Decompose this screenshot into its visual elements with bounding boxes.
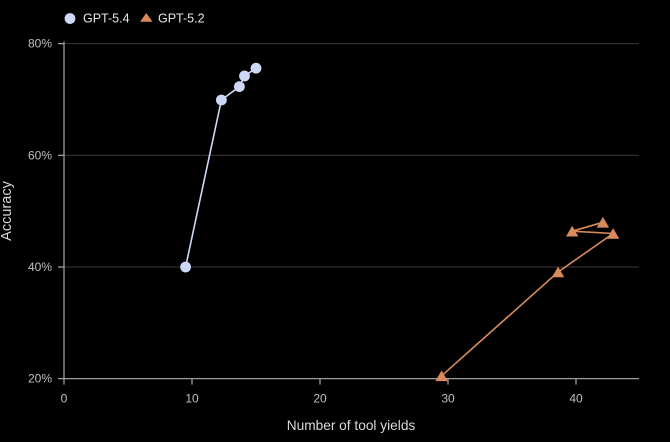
svg-text:GPT-5.2: GPT-5.2	[158, 12, 205, 26]
svg-text:60%: 60%	[28, 148, 52, 162]
svg-text:40%: 40%	[28, 260, 52, 274]
svg-text:40: 40	[569, 392, 583, 406]
svg-text:Accuracy: Accuracy	[0, 180, 15, 240]
svg-text:20%: 20%	[28, 372, 52, 386]
svg-text:10: 10	[185, 392, 199, 406]
svg-text:GPT-5.4: GPT-5.4	[83, 12, 130, 26]
svg-text:30: 30	[441, 392, 455, 406]
svg-text:Number of tool yields: Number of tool yields	[287, 418, 416, 433]
svg-text:0: 0	[61, 392, 68, 406]
svg-text:20: 20	[313, 392, 327, 406]
svg-text:80%: 80%	[28, 37, 52, 51]
